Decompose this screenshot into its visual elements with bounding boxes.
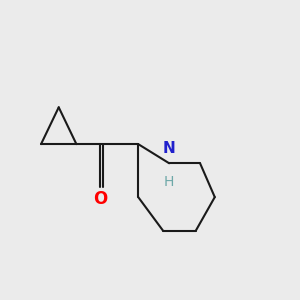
Text: N: N xyxy=(163,141,175,156)
Text: H: H xyxy=(164,175,174,189)
Text: O: O xyxy=(93,190,107,208)
